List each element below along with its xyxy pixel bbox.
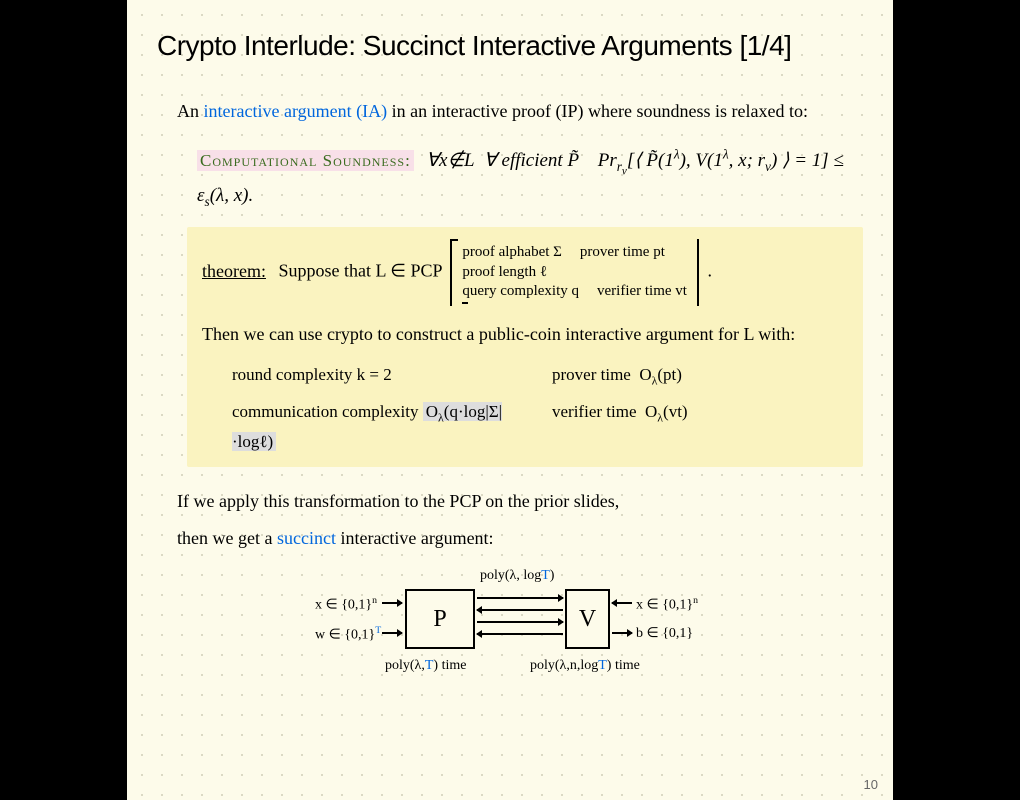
pcp-r2c1: proof length ℓ <box>462 263 547 283</box>
apply-prefix: then we get a <box>177 528 277 548</box>
x-in-v-label: x ∈ {0,1}n <box>636 593 698 617</box>
theorem-label: theorem: <box>202 261 266 281</box>
prover-box: P <box>405 589 475 649</box>
slide: Crypto Interlude: Succinct Interactive A… <box>127 0 893 800</box>
diagram-top-label: poly(λ, logT) <box>480 565 554 587</box>
w-in-p-label: w ∈ {0,1}T <box>315 623 381 647</box>
arrow-b-v <box>612 632 632 634</box>
param-verifier: verifier time Oλ(vt) <box>552 398 752 455</box>
pcp-r1c2: prover time pt <box>580 243 665 263</box>
protocol-diagram: poly(λ, logT) P V x ∈ {0,1}n w ∈ {0,1}T … <box>320 567 720 697</box>
theorem-text: Suppose that L ∈ PCP <box>278 261 441 281</box>
slide-title: Crypto Interlude: Succinct Interactive A… <box>157 30 863 62</box>
theorem-statement: theorem: Suppose that L ∈ PCP proof alph… <box>202 239 848 306</box>
arrow-pv-1 <box>477 597 563 599</box>
comp-soundness-line: Computational Soundness: ∀x∉L ∀ efficien… <box>197 144 863 213</box>
theorem-box: theorem: Suppose that L ∈ PCP proof alph… <box>187 227 863 466</box>
body-content: An interactive argument (IA) in an inter… <box>177 97 863 697</box>
arrow-w-p <box>382 632 402 634</box>
intro-line: An interactive argument (IA) in an inter… <box>177 97 863 126</box>
arrow-x-p <box>382 602 402 604</box>
arrow-pv-4 <box>477 633 563 635</box>
param-round: round complexity k = 2 <box>232 361 512 390</box>
param-comm-prefix: communication complexity <box>232 402 423 421</box>
verifier-box: V <box>565 589 610 649</box>
intro-suffix: in an interactive proof (IP) where sound… <box>387 101 808 121</box>
comp-soundness-label: Computational Soundness: <box>197 150 414 171</box>
apply-line2: then we get a succinct interactive argum… <box>177 524 863 553</box>
intro-prefix: An <box>177 101 204 121</box>
arrow-x-v <box>612 602 632 604</box>
pcp-matrix: proof alphabet Σ prover time pt proof le… <box>450 239 699 306</box>
p-time-label: poly(λ,T) time <box>385 655 466 677</box>
v-time-label: poly(λ,n,logT) time <box>530 655 640 677</box>
param-comm: communication complexity Oλ(q·log|Σ|·log… <box>232 398 512 455</box>
pcp-r1c1: proof alphabet Σ <box>462 243 562 263</box>
apply-line1: If we apply this transformation to the P… <box>177 487 863 516</box>
page-number: 10 <box>864 777 878 792</box>
params-grid: round complexity k = 2 prover time Oλ(pt… <box>232 361 848 455</box>
b-out-v-label: b ∈ {0,1} <box>636 623 693 645</box>
arrow-pv-2 <box>477 609 563 611</box>
param-prover: prover time Oλ(pt) <box>552 361 752 390</box>
pcp-r3c1: query complexity q <box>462 282 579 302</box>
x-in-p-label: x ∈ {0,1}n <box>315 593 377 617</box>
pcp-r3c2: verifier time vt <box>597 282 687 302</box>
arrow-pv-3 <box>477 621 563 623</box>
intro-term: interactive argument (IA) <box>204 101 388 121</box>
theorem-then: Then we can use crypto to construct a pu… <box>202 320 848 349</box>
period: . <box>707 261 712 281</box>
apply-blue: succinct <box>277 528 336 548</box>
apply-suffix: interactive argument: <box>336 528 494 548</box>
